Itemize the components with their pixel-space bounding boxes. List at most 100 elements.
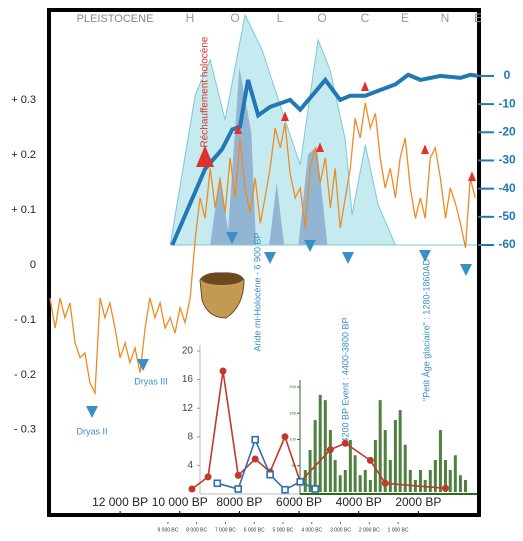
pot [199,272,245,319]
point [266,470,274,479]
y-tick-label: - 0.2 [14,369,36,381]
y-tick-label: 20 [182,346,194,357]
y-tick-label: + 0.3 [11,94,36,106]
cold-arrow [86,406,98,418]
bar [343,469,347,492]
bar [388,459,392,492]
y-tick-label: 16 [182,374,194,385]
x2-tick-label: 2 000 BC [359,527,380,533]
point [213,479,222,488]
y-tick-label: 100 [289,437,296,442]
y-tick-label: - 0.1 [14,314,36,326]
warm-arrow [468,171,476,181]
x2-tick-label: 9 000 BC [158,527,179,533]
cold-arrow [137,359,149,371]
x2-tick-label: 3 000 BC [330,527,351,533]
annotation: Dryas II [76,426,107,436]
y2-tick-label: -60 [498,237,516,251]
point [296,478,305,486]
bar [368,479,372,492]
annotation: "Petit Âge glaciaire" : 1280-1860AD [421,259,431,401]
period-letter: E [474,11,482,25]
x-tick-label: 6000 BP [276,495,322,509]
y2-tick-label: -30 [498,153,516,167]
x-tick-label: 12 000 BP [92,495,148,509]
warm-arrow [316,142,324,152]
x-tick-label: 2000 BP [395,495,441,509]
bar [438,430,442,492]
point [381,479,389,487]
bar [398,410,402,492]
y-tick-label: + 0.1 [11,204,36,216]
annotation: 4200 BP Event : 4400-3800 BP [340,318,350,443]
bar [303,469,307,492]
bar [418,469,422,492]
frame [47,8,481,517]
annotation: Aride mi-Holocène - 6 900 BP [252,232,262,351]
cold-arrow [264,252,276,264]
bar [323,400,327,492]
point [326,446,334,454]
warm-arrow [196,145,214,167]
point [219,367,227,375]
period-letter: H [186,11,195,25]
x-tick-label: 10 000 BP [152,495,208,509]
x2-tick-label: 5 000 BC [273,527,294,533]
warm-arrow [281,111,289,121]
y2-tick-label: -20 [498,124,516,138]
bar [443,459,447,492]
bar [333,459,337,492]
y-tick-label: 4 [187,460,193,471]
bar [353,455,357,492]
bar [463,479,467,492]
y2-tick-label: 0 [504,68,511,82]
bar [378,400,382,492]
cold-arrow [419,250,431,262]
temperature-line [49,102,476,396]
y-tick-label: - 0.3 [14,424,36,436]
bar [318,394,322,492]
point [251,455,259,463]
bar [383,430,387,492]
y-tick-label: 0 [30,259,36,271]
period-letter: E [401,11,409,25]
bar [448,469,452,492]
y-tick-label: 150 [289,410,296,415]
period-letter: L [277,11,284,25]
warm-arrow [361,81,369,91]
area [169,13,397,246]
x2-tick-label: 8 000 BC [186,527,207,533]
point [234,471,242,479]
y-tick-label: 12 [182,403,194,414]
inner-panel [198,345,300,495]
warm-arrow [421,144,429,154]
point [188,485,196,493]
x-tick-label: 4000 BP [336,495,382,509]
bar [363,469,367,492]
cold-arrow [226,232,238,244]
annotation: Réchauffement holocène [200,36,211,147]
x2-tick-label: 7 000 BC [215,527,236,533]
y2-tick-label: -50 [498,209,516,223]
bar [393,420,397,492]
y-tick-label: + 0.2 [11,149,36,161]
annotation: Dryas III [134,376,168,386]
bar [403,444,407,492]
era-label: PLEISTOCENE [77,13,154,25]
bar [428,469,432,492]
x2-tick-label: 1 000 BC [388,527,409,533]
period-letter: C [361,11,370,25]
point [341,439,349,447]
bar [328,430,332,492]
bar [408,469,412,492]
point [281,433,289,441]
y-tick-label: 200 [289,384,296,389]
warm-arrow [234,124,242,134]
bar [453,455,457,492]
bar [433,459,437,492]
point [204,473,212,481]
cold-arrow [304,240,316,252]
bar [348,440,352,492]
point [251,435,260,444]
